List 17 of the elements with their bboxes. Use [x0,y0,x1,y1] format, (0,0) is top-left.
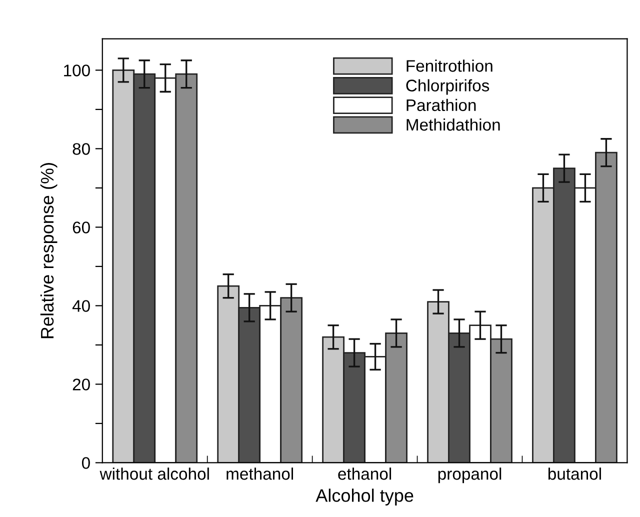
y-axis-title: Relative response (%) [40,163,58,338]
legend-label: Fenitrothion [406,60,492,72]
y-tick-label: 20 [72,378,90,390]
legend-label: Methidathion [406,118,500,131]
x-axis-title: Alcohol type [316,488,414,506]
y-tick-label: 80 [72,143,90,155]
y-tick-label: 40 [72,300,90,312]
x-tick-label: propanol [438,468,502,484]
legend-label: Chlorpirifos [406,79,490,95]
legend-label: Parathion [406,98,476,112]
y-tick-label: 100 [64,64,90,76]
x-tick-label: ethanol [338,468,392,480]
y-tick-label: 0 [82,457,90,469]
y-tick-label: 60 [72,222,90,234]
x-tick-label: methanol [226,468,294,480]
x-tick-label: without alcohol [100,468,209,480]
x-tick-label: butanol [548,468,601,480]
